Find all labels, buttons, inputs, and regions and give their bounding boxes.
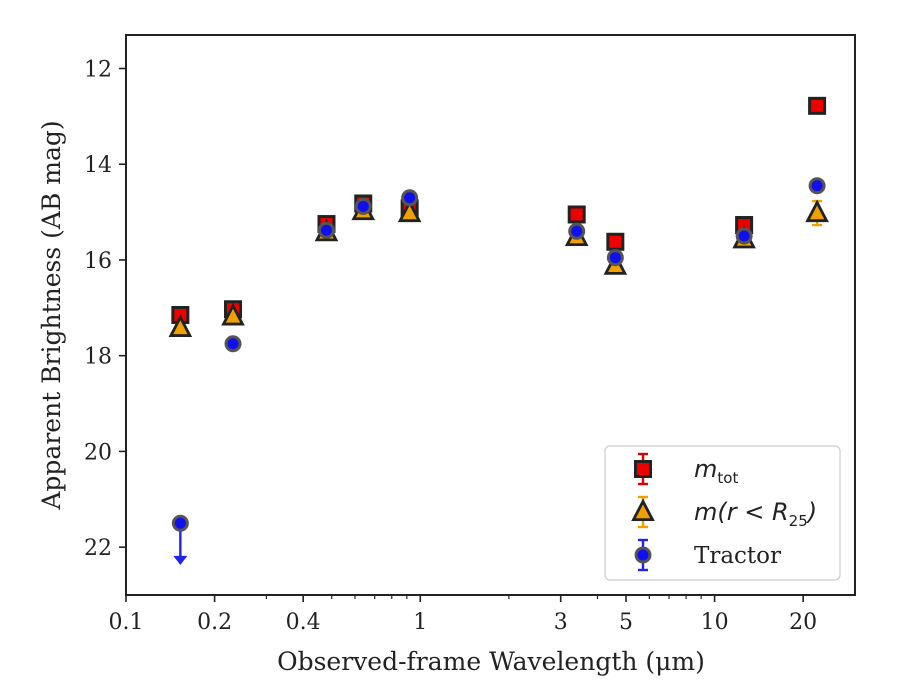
data-point — [808, 177, 826, 195]
data-point — [568, 222, 586, 240]
y-tick-label: 22 — [84, 536, 112, 561]
legend-label: Tractor — [694, 543, 781, 569]
data-point — [567, 205, 586, 224]
x-tick-label: 5 — [619, 610, 633, 635]
x-tick-label: 0.1 — [109, 610, 144, 635]
legend-marker-square — [634, 460, 652, 478]
data-point — [808, 96, 827, 115]
legend-label: mtot — [694, 455, 738, 487]
legend-label: m(r < R25) — [694, 498, 817, 530]
data-point — [168, 314, 193, 337]
series-circle — [171, 177, 826, 565]
y-axis-label: Apparent Brightness (AB mag) — [37, 120, 66, 510]
x-tick-label: 0.4 — [286, 610, 321, 635]
series-triangle — [168, 197, 829, 337]
y-tick-label: 16 — [84, 249, 112, 274]
data-point — [224, 335, 242, 353]
x-tick-label: 3 — [554, 610, 568, 635]
x-tick-label: 0.2 — [197, 610, 232, 635]
x-tick-label: 20 — [789, 610, 817, 635]
data-point — [397, 199, 422, 223]
data-marks — [168, 96, 829, 565]
data-point — [354, 197, 372, 215]
data-point — [401, 189, 419, 207]
y-tick-label: 18 — [84, 345, 112, 370]
data-point — [805, 199, 829, 223]
data-point — [606, 232, 625, 251]
data-point — [221, 302, 245, 326]
x-tick-label: 10 — [701, 610, 729, 635]
upper-limit-arrow — [173, 555, 188, 565]
y-tick-label: 20 — [84, 440, 112, 465]
axis-ticks: 0.1 0.2 0.4 1 3 5 10 20 12 14 16 18 20 22 — [84, 58, 817, 635]
data-point — [606, 249, 624, 267]
plot-frame — [125, 34, 856, 596]
y-tick-label: 12 — [84, 58, 112, 83]
legend: mtot m(r < R25) Tractor — [604, 445, 841, 581]
legend-marker-circle — [634, 546, 652, 564]
y-tick-label: 14 — [84, 153, 112, 178]
legend-marker-triangle — [631, 498, 655, 522]
series-square — [171, 96, 827, 324]
data-point — [317, 221, 335, 239]
legend-box — [604, 445, 841, 581]
x-tick-label: 1 — [413, 610, 427, 635]
data-point — [171, 514, 189, 532]
x-axis-label: Observed-frame Wavelength (μm) — [277, 647, 705, 676]
data-point — [735, 227, 753, 245]
